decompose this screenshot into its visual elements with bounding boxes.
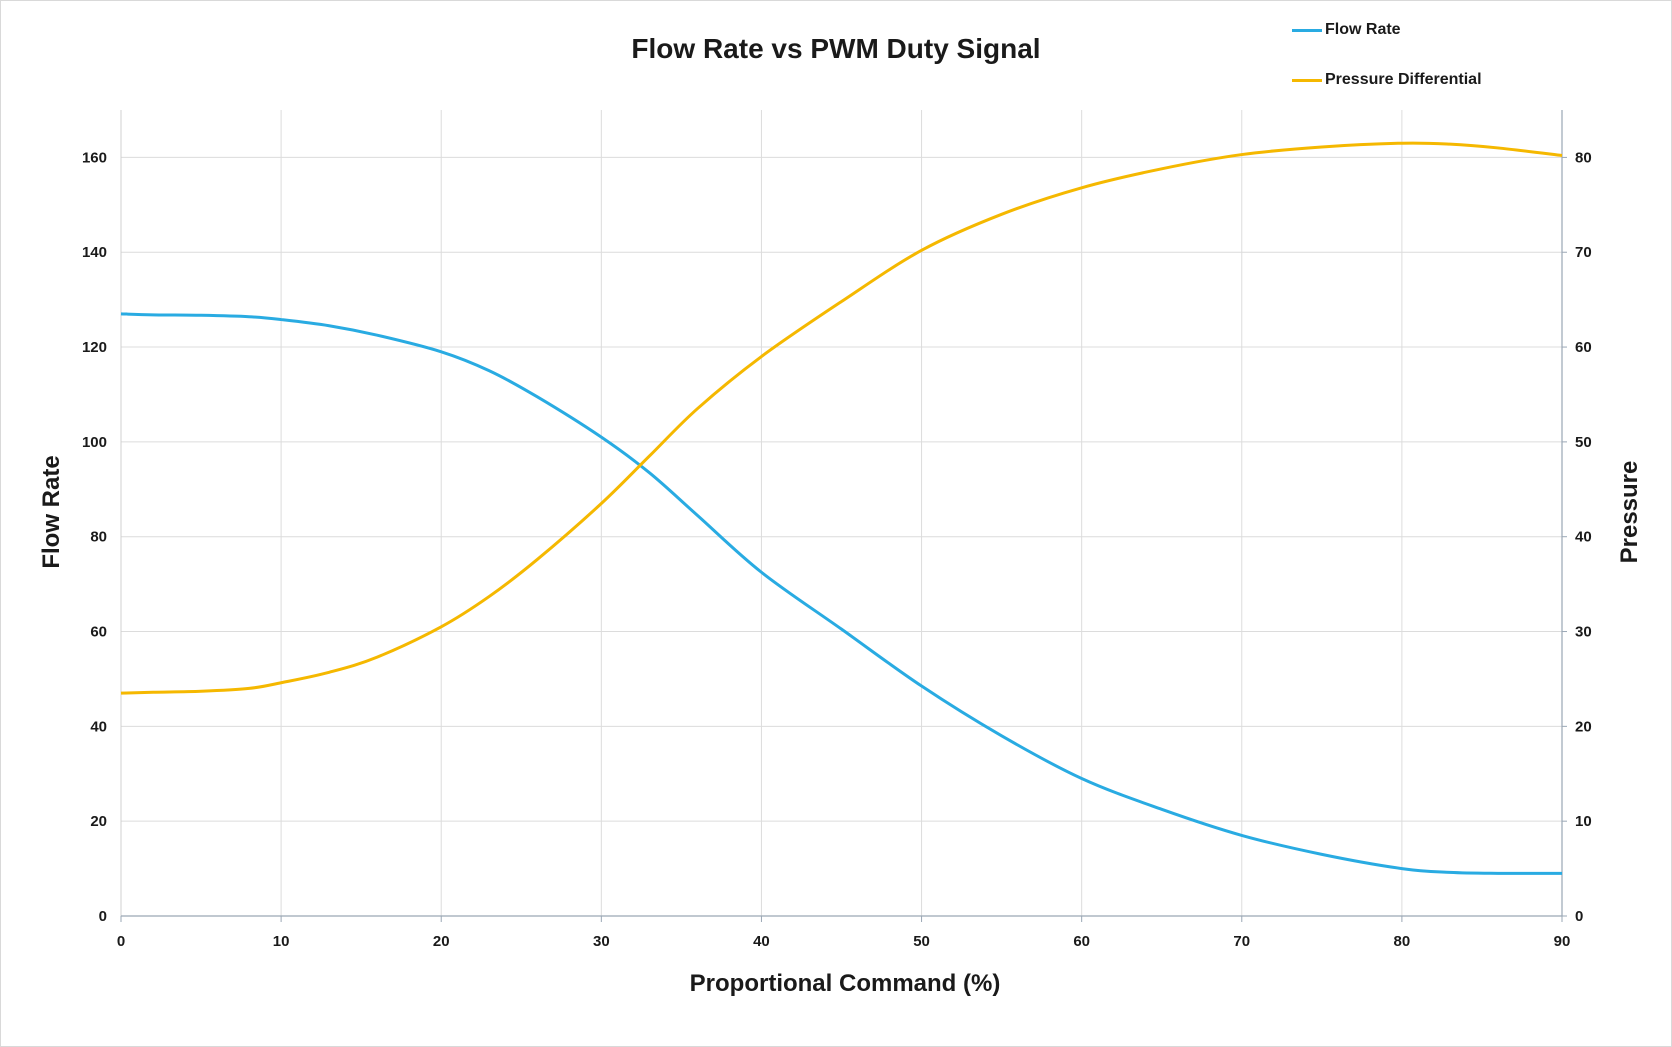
y-tick-label-right: 40 <box>1575 529 1592 546</box>
x-tick-label: 40 <box>753 933 770 950</box>
y-tick-label-left: 120 <box>82 339 107 356</box>
y-tick-label-right: 30 <box>1575 624 1592 641</box>
y-tick-label-left: 60 <box>90 624 107 641</box>
x-tick-label: 60 <box>1073 933 1090 950</box>
y-tick-label-left: 40 <box>90 718 107 735</box>
x-tick-label: 70 <box>1233 933 1250 950</box>
x-tick-label: 50 <box>913 933 930 950</box>
y-tick-label-left: 140 <box>82 244 107 261</box>
x-axis-title: Proportional Command (%) <box>689 970 1001 997</box>
series-line-pressure-differential <box>120 141 1563 695</box>
legend-item-flow-rate: Flow Rate <box>1292 18 1482 42</box>
y-tick-label-left: 0 <box>99 908 107 925</box>
y-tick-label-right: 70 <box>1575 244 1592 261</box>
y-tick-label-right: 20 <box>1575 718 1592 735</box>
x-tick-label: 90 <box>1554 933 1571 950</box>
x-tick-label: 80 <box>1394 933 1411 950</box>
series-line-flow-rate <box>120 312 1563 875</box>
legend-label-flow-rate: Flow Rate <box>1325 21 1401 38</box>
y-tick-label-left: 20 <box>90 813 107 830</box>
y-tick-label-right: 10 <box>1575 813 1592 830</box>
x-tick-label: 20 <box>433 933 450 950</box>
x-tick-label: 0 <box>117 933 125 950</box>
legend-label-pressure-differential: Pressure Differential <box>1325 71 1482 88</box>
y-tick-label-right: 50 <box>1575 434 1592 451</box>
y-tick-label-right: 80 <box>1575 149 1592 166</box>
legend-swatch-pressure-differential <box>1292 78 1322 82</box>
y-tick-label-left: 160 <box>82 149 107 166</box>
y-tick-label-left: 100 <box>82 434 107 451</box>
chart-title: Flow Rate vs PWM Duty Signal <box>631 33 1041 64</box>
x-tick-label: 10 <box>273 933 290 950</box>
y-tick-label-left: 80 <box>90 529 107 546</box>
y-tick-label-right: 0 <box>1575 908 1583 925</box>
y-tick-label-right: 60 <box>1575 339 1592 356</box>
legend-item-pressure-differential: Pressure Differential <box>1292 68 1482 92</box>
x-tick-label: 30 <box>593 933 610 950</box>
legend-swatch-flow-rate <box>1292 28 1322 32</box>
legend: Flow Rate Pressure Differential <box>1292 18 1482 118</box>
